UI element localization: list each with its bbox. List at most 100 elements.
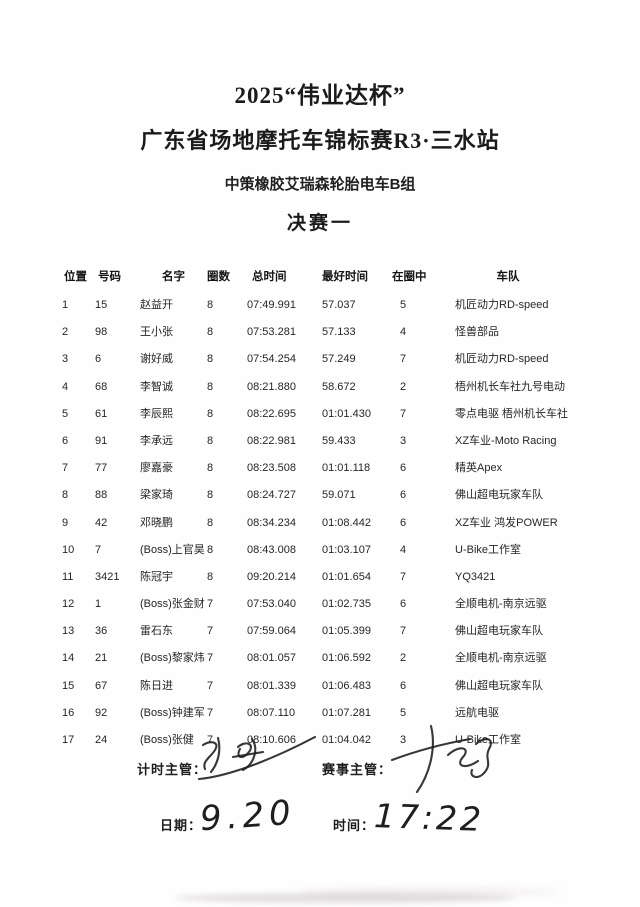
table-cell: 14 <box>62 652 75 665</box>
table-row: 2 98 王小张 8 07:53.281 57.133 4 怪兽部品 <box>62 319 585 346</box>
column-header: 名字 <box>162 271 185 283</box>
table-cell: 8 <box>207 380 214 393</box>
table-cell: 57.249 <box>322 353 356 366</box>
table-cell: (Boss)张健 <box>140 734 194 746</box>
table-cell: 07:54.254 <box>247 353 296 366</box>
table-cell: 08:34.234 <box>247 516 296 529</box>
table-cell: 13 <box>62 625 75 638</box>
table-cell: 谢好威 <box>140 353 173 366</box>
table-cell: 佛山超电玩家车队 <box>455 625 543 638</box>
table-cell: 7 <box>400 625 407 638</box>
column-header: 位置 <box>64 271 87 283</box>
table-cell: YQ3421 <box>455 570 496 583</box>
table-cell: 67 <box>95 679 108 692</box>
table-cell: 3421 <box>95 570 120 583</box>
table-row: 9 42 邓晓鹏 8 08:34.234 01:08.442 6 XZ车业 鸿发POWER <box>62 510 585 537</box>
table-cell: 8 <box>207 353 214 366</box>
table-cell: 07:49.991 <box>247 299 296 311</box>
table-cell: 16 <box>62 706 75 719</box>
table-cell: 佛山超电玩家车队 <box>455 489 543 502</box>
table-cell: 08:22.981 <box>247 434 296 447</box>
column-header: 车队 <box>496 271 520 283</box>
table-cell: 4 <box>400 326 407 339</box>
table-row: 3 6 谢好威 8 07:54.254 57.249 7 机匠动力RD-speed <box>62 346 585 373</box>
table-row: 13 36 雷石东 7 07:59.064 01:05.399 7 佛山超电玩家车队 <box>62 618 585 645</box>
table-cell: 零点电驱 梧州机长车社 <box>455 407 569 420</box>
table-cell: 08:07.110 <box>247 706 296 719</box>
time-value: 17:22 <box>373 796 485 839</box>
table-cell: 36 <box>95 625 108 638</box>
table-cell: 58.672 <box>322 380 356 393</box>
table-row: 11 3421 陈冠宇 8 09:20.214 01:01.654 7 YQ3421 <box>62 564 585 591</box>
table-cell: 8 <box>62 489 69 502</box>
table-cell: 09:20.214 <box>247 570 296 583</box>
table-cell: 08:24.727 <box>247 489 296 502</box>
time-label: 时间： <box>333 818 376 833</box>
tyre-group-title: 中策橡胶艾瑞森轮胎电车B组 <box>224 176 416 193</box>
table-row: 4 68 李智诚 8 08:21.880 58.672 2 梧州机长车社九号电动 <box>62 374 585 401</box>
table-cell: 15 <box>62 679 75 692</box>
table-cell: 邓晓鹏 <box>140 516 173 529</box>
table-cell: 4 <box>400 543 407 556</box>
table-cell: 07:53.281 <box>247 326 296 339</box>
race-chief-signature <box>390 724 492 794</box>
table-cell: 01:07.281 <box>322 706 371 719</box>
table-cell: 陈冠宇 <box>140 570 173 583</box>
table-cell: 01:01.654 <box>322 570 371 583</box>
table-cell: 7 <box>400 570 407 583</box>
table-row: 5 61 李辰熙 8 08:22.695 01:01.430 7 零点电驱 梧州机长车社 <box>62 401 585 428</box>
table-cell: 陈日进 <box>140 679 173 692</box>
table-cell: 4 <box>62 380 69 393</box>
table-cell: 3 <box>400 734 407 746</box>
table-cell: 6 <box>95 353 102 366</box>
table-cell: 01:02.735 <box>322 598 371 611</box>
table-cell: 7 <box>207 706 214 719</box>
table-cell: 机匠动力RD-speed <box>455 299 549 311</box>
table-cell: 远航电驱 <box>455 706 499 719</box>
table-cell: 57.133 <box>322 326 356 339</box>
table-cell: 5 <box>400 299 407 311</box>
table-cell: 7 <box>207 679 214 692</box>
table-cell: 7 <box>400 407 407 420</box>
table-cell: 梁家琦 <box>140 489 173 502</box>
table-cell: 61 <box>95 407 108 420</box>
table-body: 1 15 赵益开 8 07:49.991 57.037 5 机匠动力RD-speed 2 98 王小… <box>62 292 585 754</box>
table-cell: 6 <box>400 489 407 502</box>
table-cell: 91 <box>95 434 108 447</box>
table-cell: 57.037 <box>322 299 356 311</box>
table-cell: 08:22.695 <box>247 407 296 420</box>
table-cell: 12 <box>62 598 75 611</box>
table-row: 12 1 (Boss)张金财 7 07:53.040 01:02.735 6 全顺电机-南京远… <box>62 591 585 618</box>
table-cell: 6 <box>400 598 407 611</box>
column-header: 号码 <box>98 271 121 283</box>
table-cell: 08:01.339 <box>247 679 296 692</box>
table-cell: 08:01.057 <box>247 652 296 665</box>
table-cell: 08:21.880 <box>247 380 296 393</box>
table-cell: 01:01.430 <box>322 407 371 420</box>
event-cup-title: 2025“伟业达杯” <box>234 83 406 108</box>
table-cell: 3 <box>400 434 407 447</box>
table-cell: 7 <box>95 543 102 556</box>
table-cell: 11 <box>62 570 74 583</box>
table-cell: 1 <box>95 598 102 611</box>
table-cell: 98 <box>95 326 108 339</box>
table-cell: 59.071 <box>322 489 356 502</box>
table-cell: 7 <box>207 734 214 746</box>
table-cell: XZ车业 鸿发POWER <box>455 516 558 529</box>
date-value: 9.20 <box>198 792 297 840</box>
table-cell: 李辰熙 <box>140 407 173 420</box>
column-header: 最好时间 <box>322 271 368 283</box>
table-cell: (Boss)上官昊 <box>140 543 205 556</box>
table-cell: 8 <box>207 516 214 529</box>
table-cell: 1 <box>62 299 69 311</box>
table-cell: 9 <box>62 516 69 529</box>
table-cell: 21 <box>95 652 108 665</box>
table-cell: 7 <box>400 353 407 366</box>
table-cell: XZ车业-Moto Racing <box>455 434 557 447</box>
table-row: 1 15 赵益开 8 07:49.991 57.037 5 机匠动力RD-speed <box>62 292 585 319</box>
table-cell: 01:04.042 <box>322 734 371 746</box>
column-header: 总时间 <box>252 271 287 283</box>
table-cell: 全顺电机-南京远驱 <box>455 652 547 665</box>
table-row: 15 67 陈日进 7 08:01.339 01:06.483 6 佛山超电玩家车队 <box>62 673 585 700</box>
table-cell: (Boss)张金财 <box>140 598 205 611</box>
